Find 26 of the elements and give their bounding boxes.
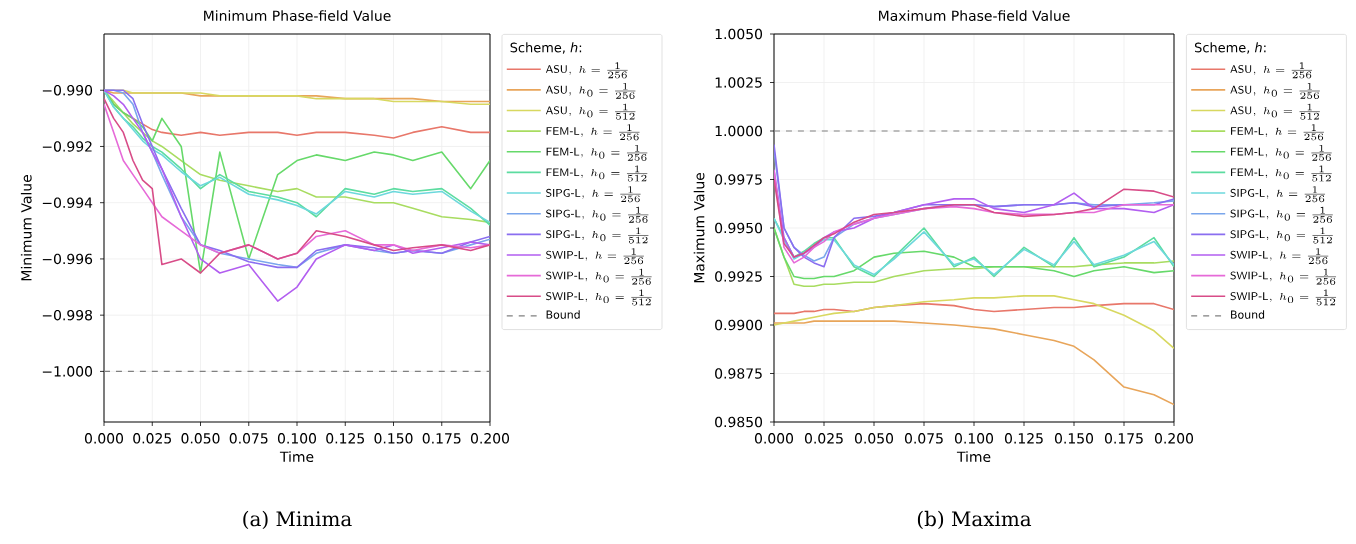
legend-label: $\mathsf{SIPG\text{-}L},\ h_0=\frac{1}{512}$ — [546, 227, 649, 244]
legend-label: $\mathsf{ASU},\ h_0=\frac{1}{512}$ — [1230, 103, 1320, 120]
legend-label: $\mathsf{SIPG\text{-}L},\ h=\frac{1}{256}$ — [546, 186, 641, 203]
legend-label: $\mathsf{FEM\text{-}L},\ h_0=\frac{1}{256}$ — [546, 144, 648, 161]
legend-label: $\mathsf{FEM\text{-}L},\ h_0=\frac{1}{256}$ — [1231, 144, 1332, 161]
legend-label: $\mathsf{ASU},\ h_0=\frac{1}{256}$ — [1230, 83, 1320, 100]
legend-label: $\mathsf{FEM\text{-}L},\ h=\frac{1}{256}$ — [1231, 124, 1324, 141]
legend-label: $\mathsf{FEM\text{-}L},\ h_0=\frac{1}{512}$ — [546, 165, 648, 182]
legend-label: $\mathsf{ASU},\ h_0=\frac{1}{256}$ — [545, 83, 636, 100]
legend-label: $\mathsf{SWIP\text{-}L},\ h_0=\frac{1}{512}$ — [1230, 289, 1337, 306]
legend-label: $\mathsf{ASU},\ h=\frac{1}{256}$ — [1230, 62, 1313, 79]
legend-label: $\mathsf{ASU},\ h_0=\frac{1}{512}$ — [545, 103, 636, 120]
legend-label: $\mathsf{SIPG\text{-}L},\ h_0=\frac{1}{256}$ — [1230, 206, 1333, 223]
legend-label: $\mathsf{SWIP\text{-}L},\ h_0=\frac{1}{256}$ — [1230, 268, 1337, 285]
legend-label: $\mathsf{SIPG\text{-}L},\ h_0=\frac{1}{256}$ — [546, 206, 649, 223]
legend-label: $\mathsf{SWIP\text{-}L},\ h=\frac{1}{256}$ — [1230, 248, 1329, 265]
legend-label: $\mathsf{FEM\text{-}L},\ h=\frac{1}{256}$ — [546, 124, 640, 141]
text: (b) Maxima — [917, 510, 1032, 530]
legend-label: $\mathsf{SWIP\text{-}L},\ h_0=\frac{1}{512}$ — [546, 289, 652, 306]
legend-label: $\mathsf{SIPG\text{-}L},\ h=\frac{1}{256}$ — [1230, 186, 1326, 203]
legend-label: $\mathsf{FEM\text{-}L},\ h_0=\frac{1}{512}$ — [1231, 165, 1332, 182]
text: (a) Minima — [243, 510, 352, 530]
legend-label: $\mathsf{SWIP\text{-}L},\ h_0=\frac{1}{256}$ — [546, 268, 652, 285]
legend-label: $\mathsf{SIPG\text{-}L},\ h_0=\frac{1}{512}$ — [1230, 227, 1333, 244]
legend-label: $\mathsf{ASU},\ h=\frac{1}{256}$ — [545, 62, 628, 79]
legend-label: $\mathsf{SWIP\text{-}L},\ h=\frac{1}{256}$ — [546, 248, 644, 265]
